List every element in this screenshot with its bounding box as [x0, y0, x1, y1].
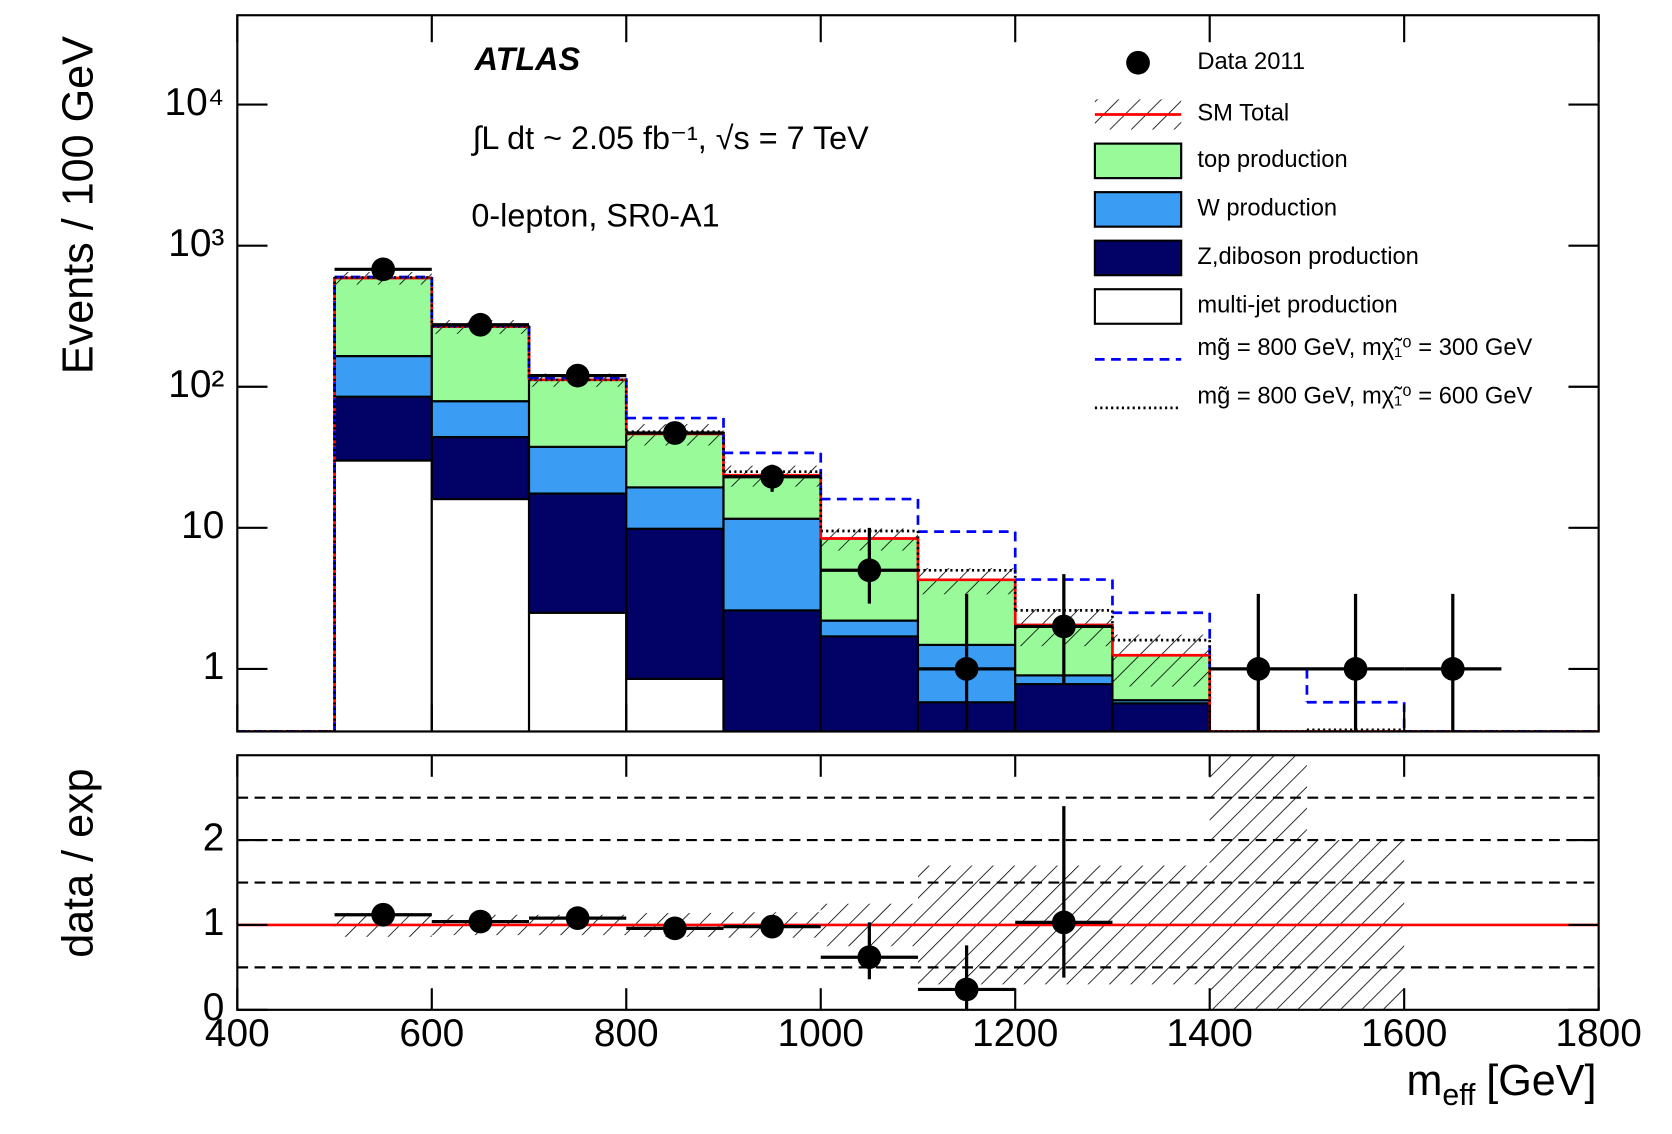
x-tick-label: 800 — [594, 1012, 659, 1055]
y-tick-label: 0 — [203, 986, 225, 1029]
stack-bar — [819, 635, 920, 732]
x-axis-label: meff [GeV] — [1406, 1058, 1596, 1113]
data-point — [663, 421, 687, 445]
data-point — [954, 657, 979, 681]
y-tick-label: 2 — [203, 816, 225, 859]
stack-bar — [430, 400, 531, 439]
data-point — [468, 312, 493, 337]
legend-label: top production — [1197, 147, 1347, 173]
y-tick-label: 10⁴ — [164, 81, 224, 124]
stack-bar — [333, 459, 433, 732]
stack-bar — [527, 611, 628, 732]
stack-bar — [430, 325, 531, 403]
stack-bar — [722, 517, 822, 612]
stack-bar — [1111, 702, 1211, 732]
stack-bar — [527, 492, 628, 614]
legend-label: mg̃ = 800 GeV, mχ̃₁⁰ = 600 GeV — [1197, 383, 1532, 409]
ratio-point — [760, 914, 784, 939]
region-label: 0-lepton, SR0-A1 — [471, 198, 719, 234]
ratio-point — [371, 902, 396, 927]
data-point — [857, 558, 882, 583]
x-tick-label: 1200 — [972, 1012, 1058, 1055]
x-tick-label: 1800 — [1555, 1012, 1641, 1055]
x-tick-label: 1000 — [778, 1012, 864, 1055]
stack-bar — [722, 609, 822, 732]
y-tick-label: 1 — [203, 901, 225, 944]
stack-bar — [333, 395, 433, 462]
stack-bar — [625, 486, 725, 530]
stack-bar — [430, 497, 531, 732]
data-point — [1246, 657, 1271, 681]
x-tick-label: 1400 — [1167, 1012, 1253, 1055]
legend-label: SM Total — [1197, 101, 1289, 127]
ratio-point — [857, 945, 882, 970]
ratio-point — [663, 916, 687, 941]
legend: Data 2011 SM Total top production W product… — [1093, 49, 1533, 409]
ratio-point — [1051, 910, 1076, 935]
x-tick-label: 1600 — [1361, 1012, 1447, 1055]
main-plot-area — [237, 257, 1599, 732]
legend-label: Data 2011 — [1197, 49, 1305, 75]
legend-swatch — [1093, 288, 1183, 325]
ratio-point — [954, 977, 979, 1002]
y-tick-label: 10 — [181, 504, 224, 547]
data-point — [371, 257, 396, 282]
y-tick-label: 10³ — [168, 222, 224, 265]
x-label-subscript: eff — [1442, 1079, 1476, 1112]
stack-bar — [430, 435, 531, 501]
legend-label: Z,diboson production — [1197, 244, 1419, 270]
stack-bar — [819, 619, 920, 638]
x-label-symbol: m — [1406, 1058, 1442, 1106]
ratio-point — [565, 906, 590, 931]
x-tick-label: 400 — [205, 1012, 270, 1055]
sm-uncertainty-band — [1112, 634, 1210, 687]
data-point — [565, 363, 590, 388]
legend-label: mg̃ = 800 GeV, mχ̃₁⁰ = 300 GeV — [1197, 335, 1532, 361]
main-frame — [236, 14, 1600, 733]
ratio-point — [468, 909, 493, 934]
x-tick-label: 600 — [399, 1012, 464, 1055]
ratio-frame — [236, 754, 1600, 1011]
stack-bar — [625, 677, 725, 732]
legend-swatch — [1093, 142, 1183, 180]
stack-bar — [333, 354, 433, 398]
y-tick-label: 10² — [168, 363, 224, 406]
data-point — [1343, 657, 1368, 681]
ratio-plot-area — [237, 755, 1599, 1010]
sm-uncertainty-band — [917, 568, 1016, 595]
luminosity-label: ∫L dt ~ 2.05 fb⁻¹, √s = 7 TeV — [470, 120, 869, 156]
stack-bar — [625, 527, 725, 680]
y-axis-label: Events / 100 GeV — [54, 36, 102, 374]
stack-bar — [1014, 683, 1114, 732]
data-point — [1051, 614, 1076, 639]
stack-bar — [527, 445, 628, 495]
legend-label: multi-jet production — [1197, 293, 1397, 319]
y-tick-label: 1 — [203, 645, 225, 688]
stack-bar — [333, 276, 433, 358]
axes: 1 10 10² 10³ 10⁴ 0 1 2 400 600 800 1000 1200 1400 1600… — [164, 14, 1642, 1055]
legend-swatch — [1093, 191, 1183, 228]
legend-label: W production — [1197, 196, 1337, 222]
experiment-label: ATLAS — [474, 41, 581, 77]
data-point — [760, 464, 784, 489]
data-point — [1440, 657, 1465, 681]
ratio-y-axis-label: data / exp — [54, 768, 102, 957]
legend-swatch — [1093, 239, 1183, 277]
stack-bar — [527, 378, 628, 448]
x-label-unit: [GeV] — [1486, 1058, 1596, 1106]
legend-marker — [1126, 50, 1150, 75]
